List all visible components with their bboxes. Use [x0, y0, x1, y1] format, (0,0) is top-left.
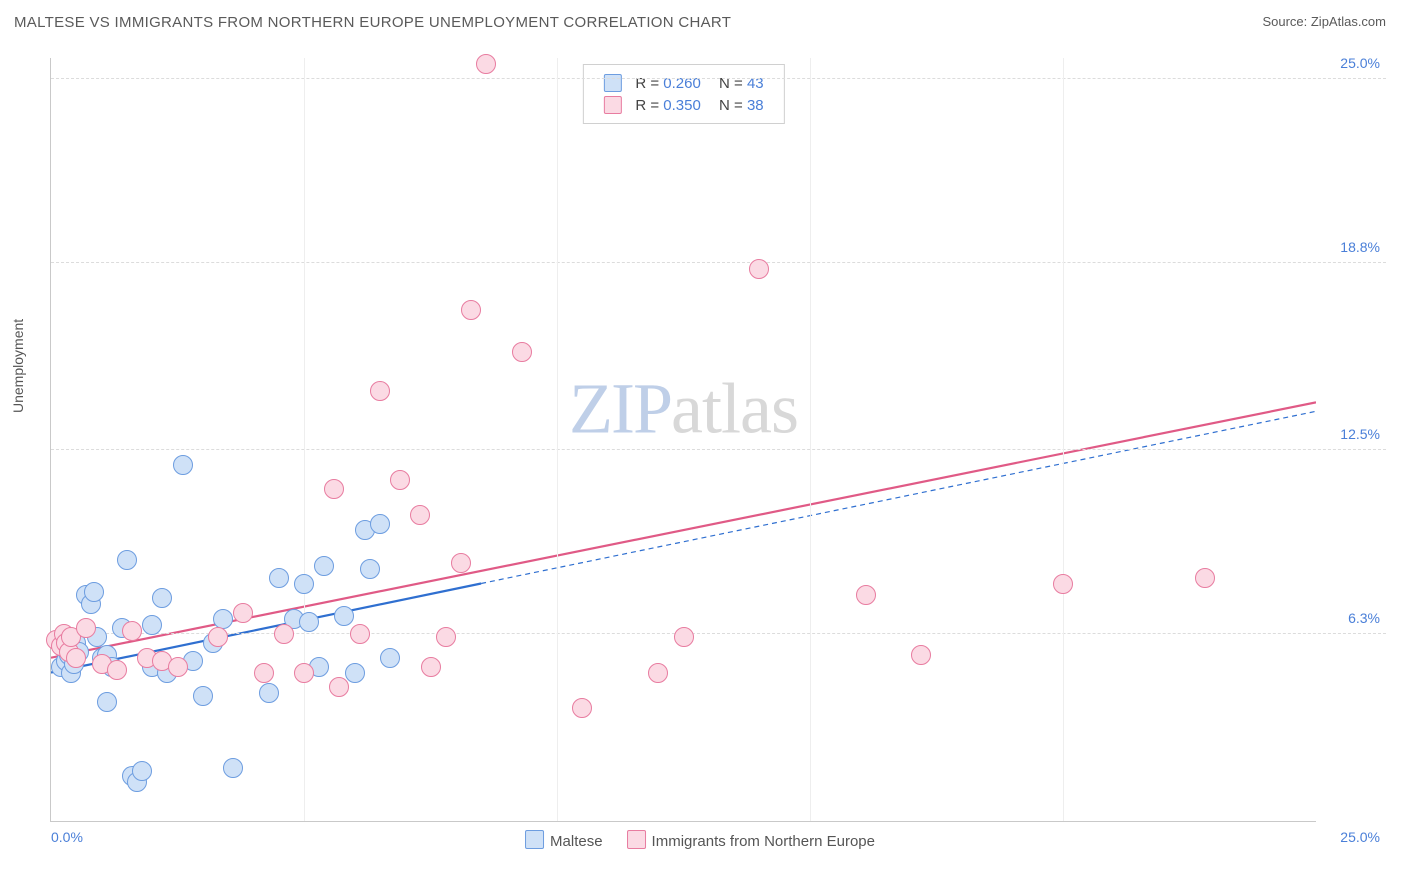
watermark-atlas: atlas — [671, 368, 798, 448]
plot-area: ZIPatlas R = 0.260 N = 43R = 0.350 N = 3… — [50, 58, 1316, 822]
data-point-immigrants — [168, 657, 188, 677]
data-point-immigrants — [294, 663, 314, 683]
data-point-maltese — [152, 588, 172, 608]
data-point-immigrants — [648, 663, 668, 683]
data-point-maltese — [259, 683, 279, 703]
regression-lines — [51, 58, 1316, 821]
data-point-immigrants — [421, 657, 441, 677]
gridline-v — [304, 58, 305, 821]
data-point-immigrants — [233, 603, 253, 623]
data-point-maltese — [84, 582, 104, 602]
data-point-immigrants — [436, 627, 456, 647]
data-point-maltese — [299, 612, 319, 632]
data-point-maltese — [193, 686, 213, 706]
data-point-immigrants — [329, 677, 349, 697]
gridline-v — [810, 58, 811, 821]
data-point-maltese — [380, 648, 400, 668]
source-link[interactable]: ZipAtlas.com — [1311, 14, 1386, 29]
series-legend: Maltese Immigrants from Northern Europe — [525, 830, 875, 850]
data-point-maltese — [294, 574, 314, 594]
chart-title: MALTESE VS IMMIGRANTS FROM NORTHERN EURO… — [14, 14, 731, 31]
watermark-zip: ZIP — [569, 368, 671, 448]
data-point-maltese — [360, 559, 380, 579]
data-point-maltese — [173, 455, 193, 475]
gridline-h — [51, 262, 1386, 263]
gridline-h — [51, 449, 1386, 450]
data-point-immigrants — [76, 618, 96, 638]
data-point-maltese — [370, 514, 390, 534]
data-point-maltese — [314, 556, 334, 576]
data-point-immigrants — [572, 698, 592, 718]
data-point-immigrants — [911, 645, 931, 665]
data-point-immigrants — [461, 300, 481, 320]
data-point-immigrants — [856, 585, 876, 605]
data-point-immigrants — [370, 381, 390, 401]
data-point-maltese — [223, 758, 243, 778]
data-point-immigrants — [674, 627, 694, 647]
source-prefix: Source: — [1262, 14, 1310, 29]
y-tick-label: 25.0% — [1340, 55, 1380, 71]
legend-row-maltese: R = 0.260 N = 43 — [597, 73, 769, 93]
y-tick-label: 6.3% — [1348, 610, 1380, 626]
data-point-immigrants — [1053, 574, 1073, 594]
data-point-maltese — [97, 692, 117, 712]
source-attribution: Source: ZipAtlas.com — [1262, 14, 1386, 29]
data-point-immigrants — [254, 663, 274, 683]
data-point-maltese — [142, 615, 162, 635]
y-axis-label: Unemployment — [10, 319, 26, 413]
data-point-maltese — [117, 550, 137, 570]
data-point-immigrants — [208, 627, 228, 647]
gridline-v — [1063, 58, 1064, 821]
data-point-immigrants — [107, 660, 127, 680]
data-point-maltese — [334, 606, 354, 626]
data-point-immigrants — [122, 621, 142, 641]
data-point-immigrants — [390, 470, 410, 490]
data-point-immigrants — [66, 648, 86, 668]
gridline-h — [51, 633, 1386, 634]
data-point-immigrants — [512, 342, 532, 362]
data-point-immigrants — [476, 54, 496, 74]
data-point-immigrants — [1195, 568, 1215, 588]
data-point-immigrants — [274, 624, 294, 644]
data-point-maltese — [132, 761, 152, 781]
legend-item-immigrants: Immigrants from Northern Europe — [627, 830, 875, 850]
y-tick-label: 12.5% — [1340, 426, 1380, 442]
data-point-immigrants — [324, 479, 344, 499]
watermark: ZIPatlas — [569, 367, 798, 450]
y-tick-label: 18.8% — [1340, 239, 1380, 255]
legend-item-maltese: Maltese — [525, 830, 603, 850]
gridline-v — [557, 58, 558, 821]
data-point-maltese — [269, 568, 289, 588]
x-tick-label: 0.0% — [51, 829, 83, 845]
gridline-h — [51, 78, 1386, 79]
data-point-maltese — [345, 663, 365, 683]
x-tick-label: 25.0% — [1340, 829, 1380, 845]
data-point-immigrants — [350, 624, 370, 644]
data-point-immigrants — [451, 553, 471, 573]
legend-row-immigrants: R = 0.350 N = 38 — [597, 95, 769, 115]
data-point-immigrants — [749, 259, 769, 279]
data-point-immigrants — [410, 505, 430, 525]
correlation-legend: R = 0.260 N = 43R = 0.350 N = 38 — [582, 64, 784, 124]
chart-container: Unemployment ZIPatlas R = 0.260 N = 43R … — [14, 54, 1386, 852]
